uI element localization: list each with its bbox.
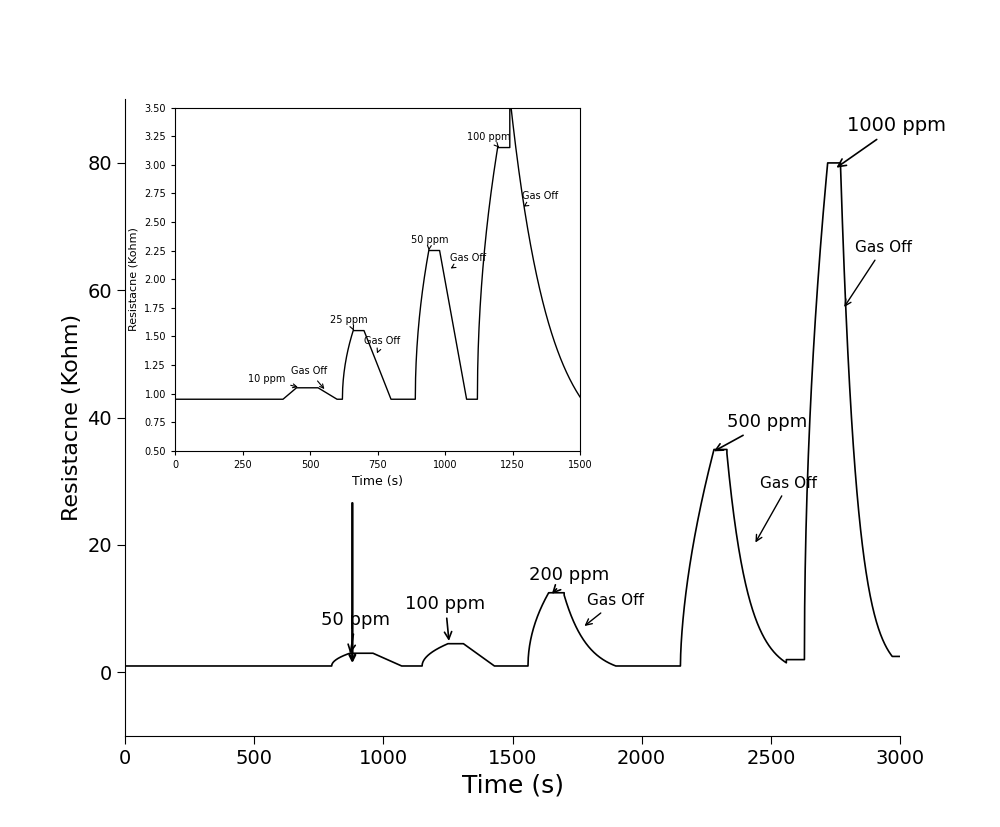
Text: Gas Off: Gas Off: [845, 240, 912, 306]
Text: 50 ppm: 50 ppm: [321, 610, 390, 652]
X-axis label: Time (s): Time (s): [462, 774, 564, 798]
Text: 100 ppm: 100 ppm: [467, 131, 511, 146]
Text: Gas Off: Gas Off: [450, 253, 486, 268]
X-axis label: Time (s): Time (s): [352, 476, 403, 488]
Text: Gas Off: Gas Off: [756, 476, 817, 541]
Text: 50 ppm: 50 ppm: [411, 235, 449, 250]
Text: 100 ppm: 100 ppm: [405, 595, 485, 639]
Text: 10 ppm: 10 ppm: [248, 374, 297, 388]
Y-axis label: Resistacne (Kohm): Resistacne (Kohm): [129, 227, 139, 331]
Text: 1000 ppm: 1000 ppm: [838, 116, 946, 166]
Text: Gas Off: Gas Off: [364, 337, 400, 352]
Text: Gas Off: Gas Off: [586, 594, 644, 625]
Text: 500 ppm: 500 ppm: [715, 414, 807, 451]
Text: 25 ppm: 25 ppm: [330, 314, 368, 330]
Text: Gas Off: Gas Off: [522, 191, 558, 206]
Text: 200 ppm: 200 ppm: [529, 566, 610, 592]
Text: Gas Off: Gas Off: [291, 366, 327, 388]
Y-axis label: Resistacne (Kohm): Resistacne (Kohm): [62, 314, 82, 521]
